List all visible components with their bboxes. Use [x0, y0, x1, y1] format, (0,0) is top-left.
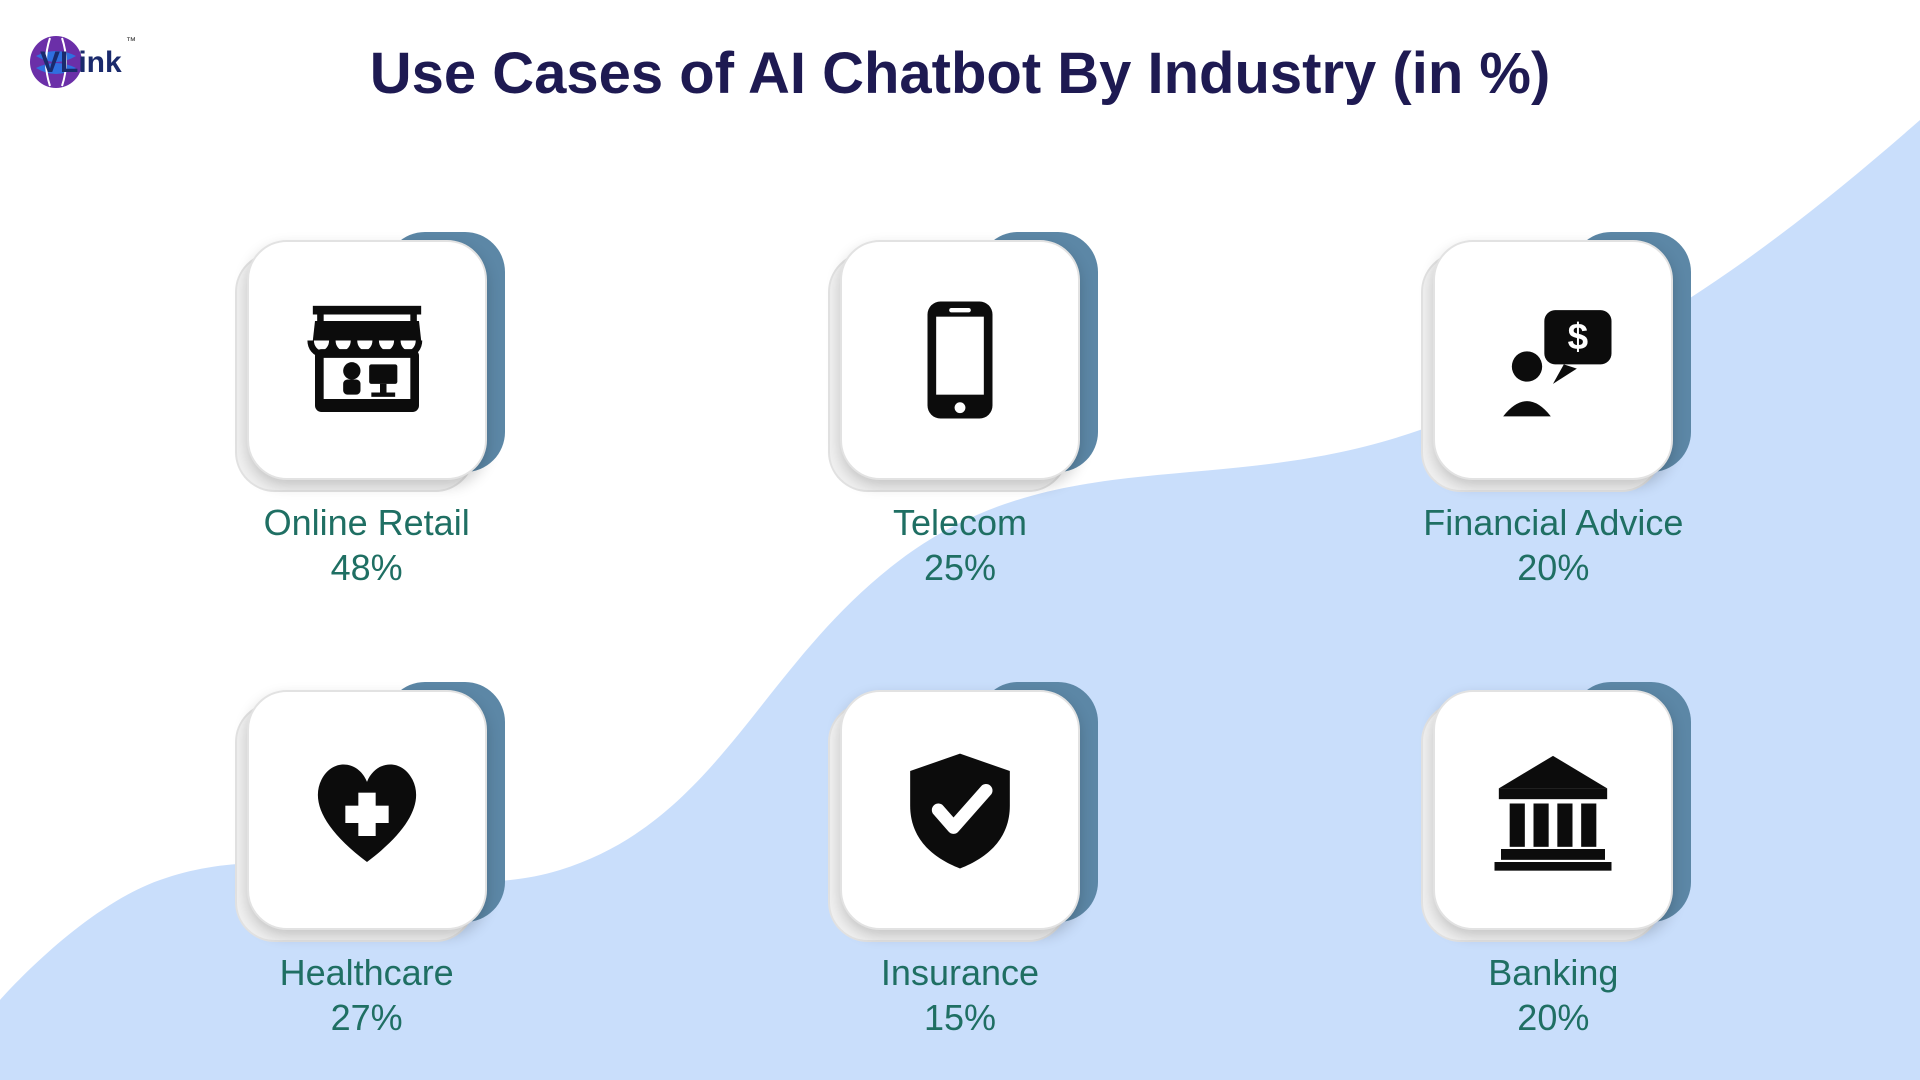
tile-face: [840, 690, 1080, 930]
tile-face: [1433, 240, 1673, 480]
smartphone-icon: [895, 295, 1025, 425]
use-case-card: Telecom 25%: [840, 240, 1080, 590]
tile: [1433, 690, 1673, 930]
use-case-card: Online Retail 48%: [247, 240, 487, 590]
shield-check-icon: [895, 745, 1025, 875]
card-label: Financial Advice: [1423, 500, 1683, 545]
card-label: Healthcare: [280, 950, 454, 995]
page-title: Use Cases of AI Chatbot By Industry (in …: [0, 40, 1920, 107]
bank-icon: [1488, 745, 1618, 875]
card-label: Insurance: [881, 950, 1039, 995]
tile: [840, 690, 1080, 930]
storefront-icon: [302, 295, 432, 425]
use-case-card: Insurance 15%: [840, 690, 1080, 1040]
card-value: 20%: [1517, 995, 1589, 1040]
infographic-stage: VLink ™ Use Cases of AI Chatbot By Indus…: [0, 0, 1920, 1080]
tile: [247, 240, 487, 480]
tile-face: [247, 690, 487, 930]
use-case-card: Financial Advice 20%: [1423, 240, 1683, 590]
cards-grid: Online Retail 48% Telecom 25% Financial …: [200, 240, 1720, 1040]
card-label: Online Retail: [264, 500, 470, 545]
card-label: Telecom: [893, 500, 1027, 545]
card-value: 27%: [331, 995, 403, 1040]
healthcare-heart-icon: [302, 745, 432, 875]
card-value: 20%: [1517, 545, 1589, 590]
tile-face: [1433, 690, 1673, 930]
tile: [840, 240, 1080, 480]
card-value: 25%: [924, 545, 996, 590]
tile: [247, 690, 487, 930]
card-value: 48%: [331, 545, 403, 590]
finance-advice-icon: [1488, 295, 1618, 425]
use-case-card: Banking 20%: [1433, 690, 1673, 1040]
use-case-card: Healthcare 27%: [247, 690, 487, 1040]
card-value: 15%: [924, 995, 996, 1040]
tile-face: [247, 240, 487, 480]
tile: [1433, 240, 1673, 480]
card-label: Banking: [1488, 950, 1618, 995]
tile-face: [840, 240, 1080, 480]
